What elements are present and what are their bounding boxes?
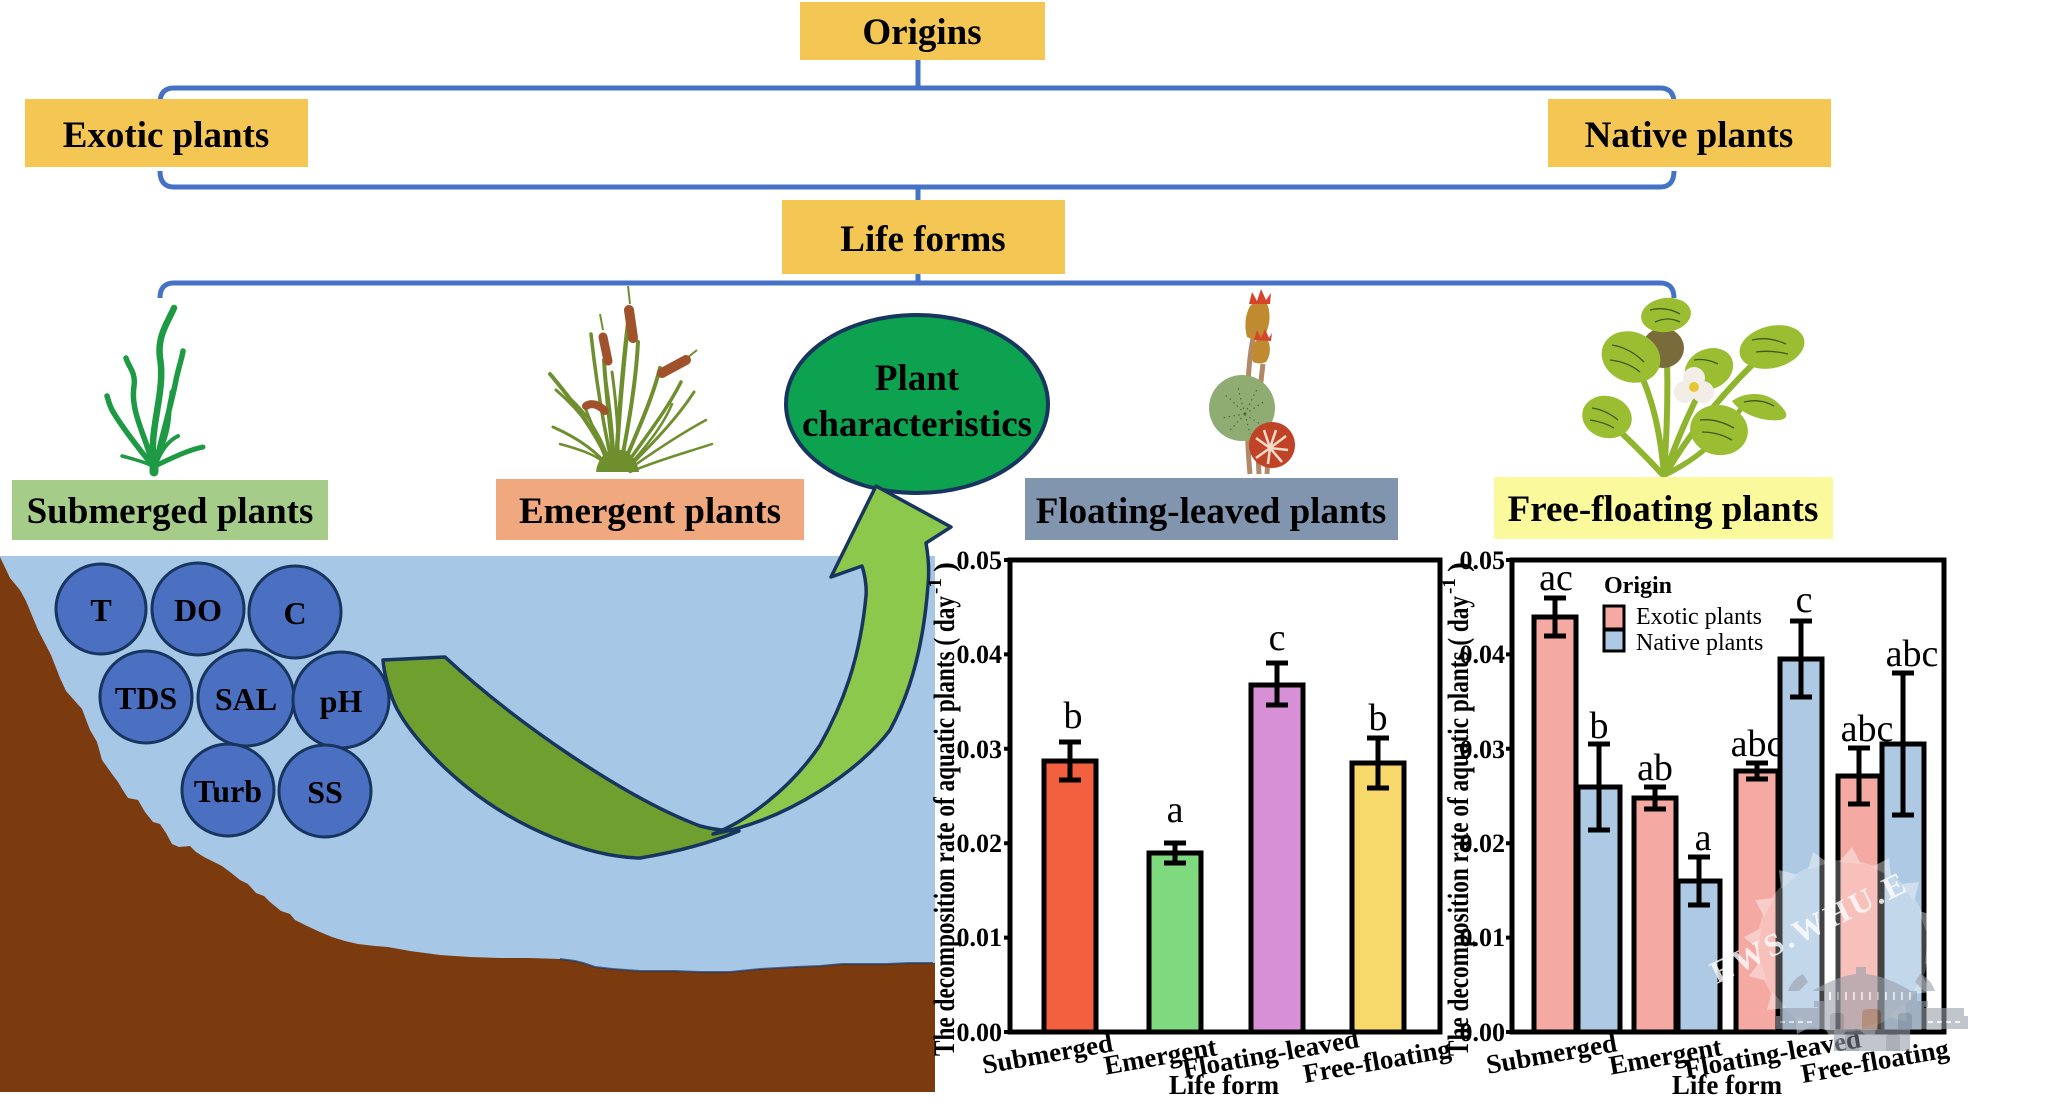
svg-text:C: C (283, 595, 306, 631)
svg-text:0.03: 0.03 (957, 735, 1003, 764)
svg-text:SAL: SAL (215, 681, 277, 717)
svg-text:0.02: 0.02 (957, 829, 1003, 858)
svg-text:c: c (1796, 579, 1813, 621)
svg-text:abc: abc (1886, 633, 1939, 675)
svg-text:Origin: Origin (1604, 573, 1672, 599)
svg-text:0.04: 0.04 (1460, 640, 1506, 669)
svg-text:): ) (1442, 562, 1475, 572)
svg-text:c: c (1269, 617, 1286, 659)
svg-text:0.05: 0.05 (957, 546, 1003, 575)
svg-text:): ) (928, 562, 961, 572)
svg-text:T: T (90, 592, 111, 628)
svg-text:ab: ab (1637, 747, 1673, 789)
svg-text:Life form: Life form (1169, 1070, 1280, 1100)
svg-text:-1: -1 (925, 578, 946, 594)
svg-text:a: a (1167, 789, 1184, 831)
svg-text:Turb: Turb (194, 773, 262, 809)
svg-text:0.01: 0.01 (1460, 923, 1506, 952)
svg-text:Emergent plants: Emergent plants (519, 491, 781, 532)
svg-text:Free-floating plants: Free-floating plants (1508, 489, 1819, 530)
svg-text:Submerged plants: Submerged plants (27, 491, 314, 532)
svg-text:SS: SS (307, 774, 343, 810)
svg-text:a: a (1695, 817, 1712, 859)
svg-text:DO: DO (174, 592, 222, 628)
svg-text:ac: ac (1539, 557, 1573, 599)
svg-text:abc: abc (1731, 723, 1784, 765)
svg-text:0.03: 0.03 (1460, 735, 1506, 764)
svg-text:Native plants: Native plants (1636, 630, 1763, 656)
svg-text:0.00: 0.00 (1460, 1018, 1506, 1047)
svg-text:abc: abc (1841, 708, 1894, 750)
svg-text:Plant: Plant (875, 358, 960, 399)
svg-text:pH: pH (320, 683, 363, 719)
svg-text:0.05: 0.05 (1460, 546, 1506, 575)
svg-text:b: b (1590, 705, 1609, 747)
svg-text:The decomposition rate of aqua: The decomposition rate of aquatic plants… (1442, 596, 1475, 1056)
svg-text:b: b (1064, 695, 1083, 737)
svg-text:Native plants: Native plants (1585, 115, 1794, 156)
svg-text:The decomposition rate of aqua: The decomposition rate of aquatic plants… (928, 596, 961, 1056)
svg-text:0.02: 0.02 (1460, 829, 1506, 858)
svg-text:0.00: 0.00 (957, 1018, 1003, 1047)
svg-text:0.01: 0.01 (957, 923, 1003, 952)
svg-text:Exotic plants: Exotic plants (1636, 604, 1762, 630)
svg-text:b: b (1369, 697, 1388, 739)
svg-text:Life form: Life form (1672, 1070, 1783, 1100)
svg-text:Origins: Origins (862, 12, 981, 53)
svg-text:Exotic plants: Exotic plants (63, 115, 270, 156)
svg-text:Floating-leaved plants: Floating-leaved plants (1036, 491, 1387, 532)
svg-text:-1: -1 (1439, 578, 1460, 594)
svg-text:characteristics: characteristics (802, 404, 1032, 445)
svg-text:TDS: TDS (115, 680, 177, 716)
svg-text:Life forms: Life forms (840, 219, 1005, 260)
svg-text:0.04: 0.04 (957, 640, 1003, 669)
